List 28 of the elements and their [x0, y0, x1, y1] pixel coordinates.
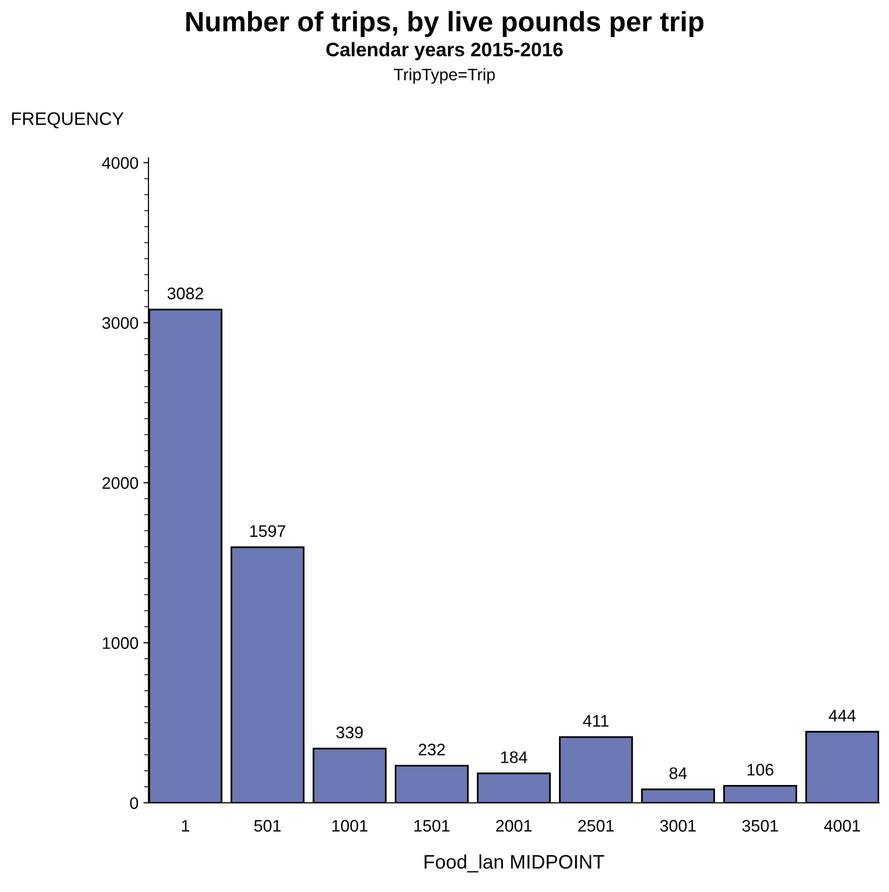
data-label: 339: [336, 726, 363, 738]
text: TripType=Trip: [394, 68, 495, 84]
x-tick-label: 3501: [742, 820, 778, 832]
chart-title: Number of trips, by live pounds per trip: [186, 11, 704, 37]
data-label: 3082: [168, 288, 204, 300]
x-tick-label: 1501: [414, 820, 450, 832]
data-label: 411: [583, 715, 608, 727]
x-tick-label: 1: [182, 820, 190, 832]
y-tick-label: 0: [130, 797, 138, 810]
y-tick-label: 4000: [102, 157, 138, 169]
x-tick-label: 3001: [660, 820, 696, 832]
y-tick-label: 1000: [102, 637, 138, 649]
data-label: 444: [828, 710, 856, 722]
y-axis-title: FREQUENCY: [12, 112, 124, 128]
data-label: 84: [670, 767, 687, 780]
data-label: 232: [418, 744, 445, 756]
chart-subtitle: Calendar years 2015-2016: [326, 42, 563, 60]
x-axis-title: Food_lan MIDPOINT: [424, 854, 604, 872]
y-tick-label: 3000: [102, 317, 138, 329]
data-label: 1597: [250, 525, 286, 537]
x-tick-label: 4001: [824, 820, 860, 832]
x-tick-label: 1001: [332, 820, 368, 832]
x-tick-label: 501: [254, 820, 281, 832]
data-label: 184: [501, 751, 528, 764]
y-tick-label: 2000: [102, 477, 138, 489]
x-tick-label: 2001: [496, 820, 532, 832]
data-label: 106: [748, 764, 774, 776]
x-tick-label: 2501: [578, 820, 614, 832]
